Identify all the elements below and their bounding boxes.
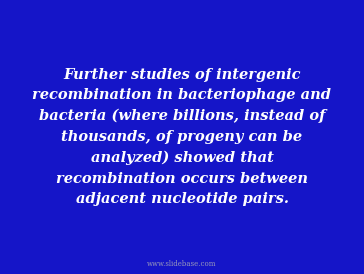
Text: www.slidebase.com: www.slidebase.com [147, 260, 217, 269]
Text: Further studies of intergenic
recombination in bacteriophage and
bacteria (where: Further studies of intergenic recombinat… [32, 68, 332, 206]
